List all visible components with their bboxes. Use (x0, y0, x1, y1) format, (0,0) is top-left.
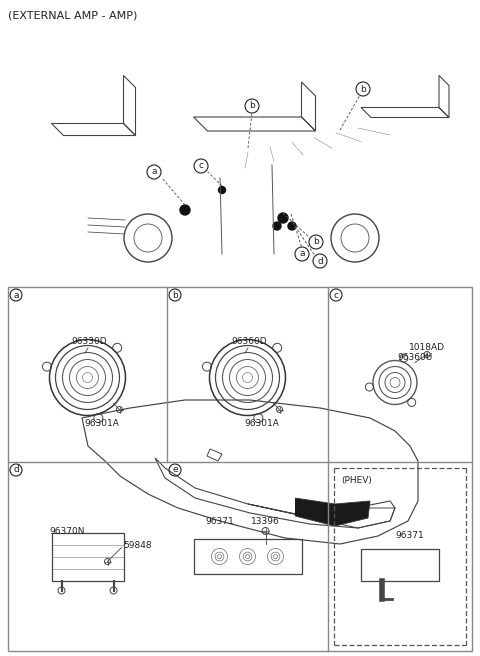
Text: c: c (199, 161, 204, 171)
Text: 96301A: 96301A (244, 419, 279, 428)
Text: b: b (313, 237, 319, 247)
Bar (361, 548, 439, 581)
Text: b: b (360, 85, 366, 94)
Circle shape (288, 222, 296, 230)
Text: 96360D: 96360D (232, 337, 267, 346)
Text: c: c (334, 291, 338, 300)
Text: d: d (317, 256, 323, 266)
Text: (EXTERNAL AMP - AMP): (EXTERNAL AMP - AMP) (8, 11, 137, 21)
Text: 13396: 13396 (251, 517, 280, 526)
Text: 96371: 96371 (205, 517, 234, 526)
Text: b: b (249, 102, 255, 110)
Circle shape (278, 213, 288, 223)
Bar (8, 287, 472, 651)
Text: 96360U: 96360U (397, 354, 432, 363)
Text: a: a (299, 249, 305, 258)
Text: 59848: 59848 (123, 541, 152, 550)
Text: 96370N: 96370N (49, 527, 85, 537)
Bar (193, 539, 301, 574)
Text: (PHEV): (PHEV) (341, 476, 372, 485)
Polygon shape (295, 498, 370, 526)
Text: a: a (151, 167, 157, 176)
Text: a: a (13, 291, 19, 300)
Text: d: d (13, 466, 19, 474)
Text: 96301A: 96301A (84, 419, 119, 428)
Text: e: e (172, 466, 178, 474)
Circle shape (180, 205, 190, 215)
Text: 96371: 96371 (396, 531, 424, 539)
Bar (51, 533, 123, 581)
Circle shape (273, 222, 281, 230)
Text: 96330D: 96330D (72, 337, 108, 346)
Text: b: b (172, 291, 178, 300)
Text: 1018AD: 1018AD (409, 344, 445, 352)
Circle shape (218, 186, 226, 194)
